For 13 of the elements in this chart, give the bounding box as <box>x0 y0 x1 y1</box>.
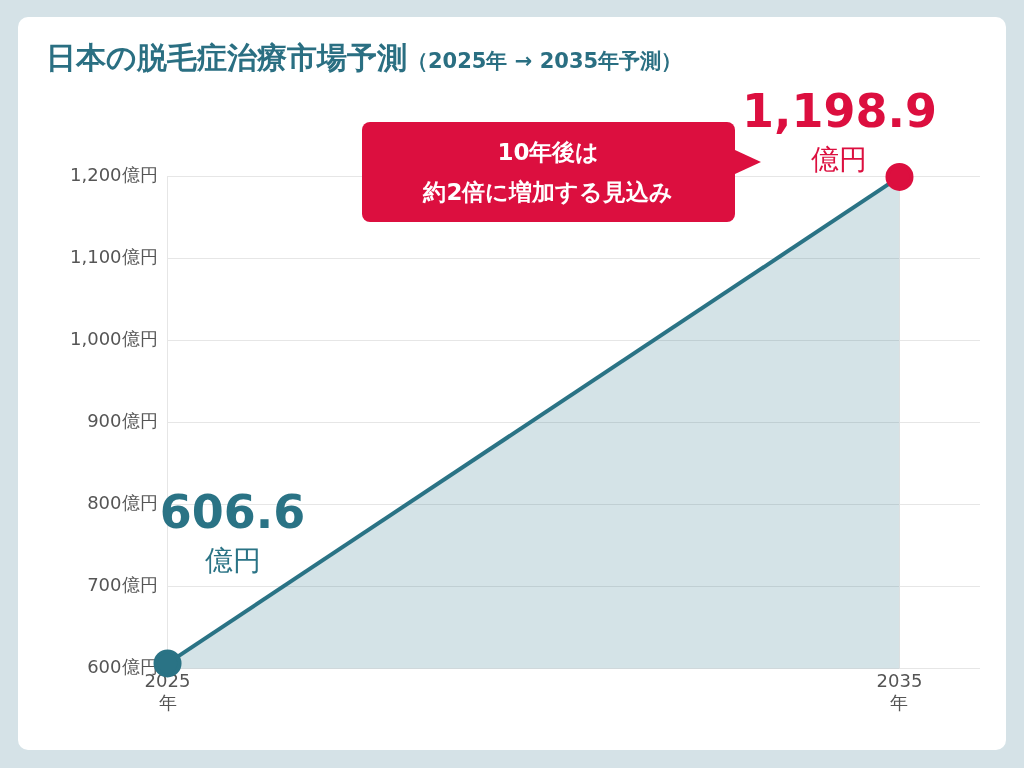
y-tick-label: 1,000億円 <box>70 327 158 349</box>
x-tick-label: 2035 年 <box>876 670 923 713</box>
y-tick-label: 900億円 <box>87 410 158 432</box>
text: 10年後は <box>496 138 601 167</box>
annotation: 約2倍に増加する見込み <box>421 178 675 207</box>
data-label: 606.6 億円 <box>159 485 306 578</box>
chart-title: 日本の脱毛症治療市場予測 <box>46 40 407 75</box>
y-tick-label: 700億円 <box>87 574 158 596</box>
y-tick-label: 1,200億円 <box>70 163 158 185</box>
chart-subtitle: （2025年 → 2035年予測） <box>407 49 683 73</box>
y-tick-label: 1,100億円 <box>70 245 158 267</box>
data-label: 1,198.9 億円 <box>741 83 937 176</box>
y-tick-label: 800億円 <box>87 492 158 514</box>
